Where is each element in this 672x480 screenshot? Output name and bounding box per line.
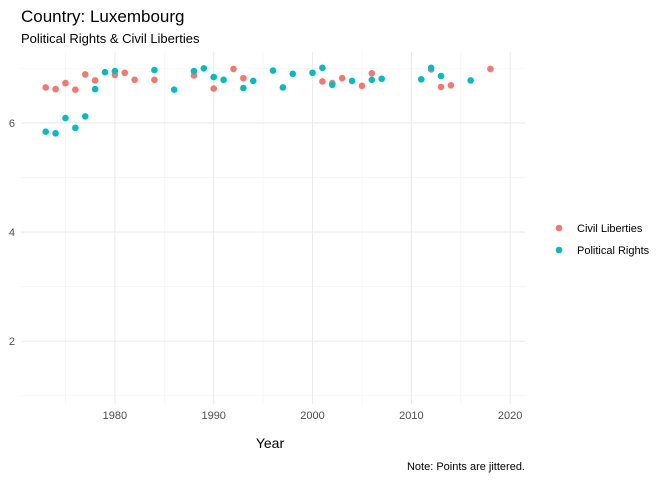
data-point-civil-liberties: [52, 85, 59, 93]
data-point-political-rights: [151, 66, 158, 74]
x-axis-title: Year: [256, 435, 285, 451]
data-point-civil-liberties: [447, 81, 455, 89]
data-point-political-rights: [42, 128, 50, 135]
data-point-civil-liberties: [62, 79, 69, 87]
data-point-political-rights: [200, 65, 208, 72]
y-tick-label: 2: [9, 336, 15, 348]
data-point-political-rights: [190, 67, 198, 75]
data-point-political-rights: [220, 76, 227, 84]
y-tick-label: 6: [9, 118, 15, 130]
data-point-political-rights: [467, 77, 474, 84]
chart-caption: Note: Points are jittered.: [407, 461, 525, 473]
data-point-civil-liberties: [81, 71, 89, 78]
x-tick-label: 2010: [399, 410, 423, 422]
data-point-political-rights: [309, 69, 316, 77]
grid-major: [21, 52, 525, 404]
data-point-political-rights: [249, 77, 257, 85]
data-point-civil-liberties: [358, 82, 366, 90]
y-axis-tick-labels: 2 4 6: [9, 118, 15, 348]
data-point-civil-liberties: [72, 86, 79, 93]
data-point-political-rights: [170, 86, 178, 93]
data-point-civil-liberties: [210, 85, 218, 92]
data-point-political-rights: [111, 67, 119, 75]
data-point-political-rights: [91, 85, 99, 93]
data-point-political-rights: [348, 77, 356, 85]
data-point-civil-liberties: [487, 65, 494, 73]
data-point-political-rights: [240, 84, 247, 92]
data-point-civil-liberties: [42, 84, 50, 91]
x-tick-label: 1980: [103, 410, 127, 422]
data-point-political-rights: [328, 81, 336, 89]
data-point-political-rights: [72, 124, 79, 132]
y-tick-label: 4: [9, 227, 15, 239]
data-point-civil-liberties: [91, 77, 99, 84]
data-point-political-rights: [101, 68, 109, 76]
data-point-civil-liberties: [338, 74, 346, 82]
data-point-civil-liberties: [151, 76, 158, 84]
data-point-civil-liberties: [368, 69, 376, 77]
data-point-civil-liberties: [240, 74, 247, 82]
data-point-political-rights: [319, 64, 326, 72]
data-point-political-rights: [289, 70, 297, 78]
data-point-civil-liberties: [131, 76, 138, 84]
x-tick-label: 1990: [201, 410, 225, 422]
chart-subtitle: Political Rights & Civil Liberties: [21, 31, 200, 46]
data-point-political-rights: [62, 114, 69, 122]
data-point-civil-liberties: [230, 65, 237, 73]
x-tick-label: 2000: [300, 410, 324, 422]
data-points: [42, 64, 494, 137]
data-point-political-rights: [269, 67, 277, 74]
data-point-political-rights: [417, 75, 425, 83]
data-point-political-rights: [52, 130, 59, 137]
data-point-civil-liberties: [437, 83, 445, 91]
data-point-political-rights: [81, 113, 89, 120]
legend: Civil Liberties Political Rights: [555, 223, 650, 257]
legend-key-political-rights: [555, 246, 563, 254]
data-point-political-rights: [279, 84, 287, 91]
x-axis-tick-labels: 1980 1990 2000 2010 2020: [103, 410, 523, 422]
data-point-civil-liberties: [319, 78, 326, 85]
data-point-political-rights: [368, 76, 376, 84]
legend-key-civil-liberties: [555, 224, 563, 232]
data-point-political-rights: [427, 64, 435, 72]
legend-label-civil-liberties: Civil Liberties: [577, 223, 643, 235]
x-tick-label: 2020: [498, 410, 522, 422]
data-point-civil-liberties: [121, 69, 129, 77]
chart-title: Country: Luxembourg: [21, 7, 184, 26]
legend-label-political-rights: Political Rights: [577, 245, 650, 257]
data-point-political-rights: [378, 75, 386, 83]
data-point-political-rights: [210, 73, 218, 81]
data-point-political-rights: [437, 72, 445, 80]
